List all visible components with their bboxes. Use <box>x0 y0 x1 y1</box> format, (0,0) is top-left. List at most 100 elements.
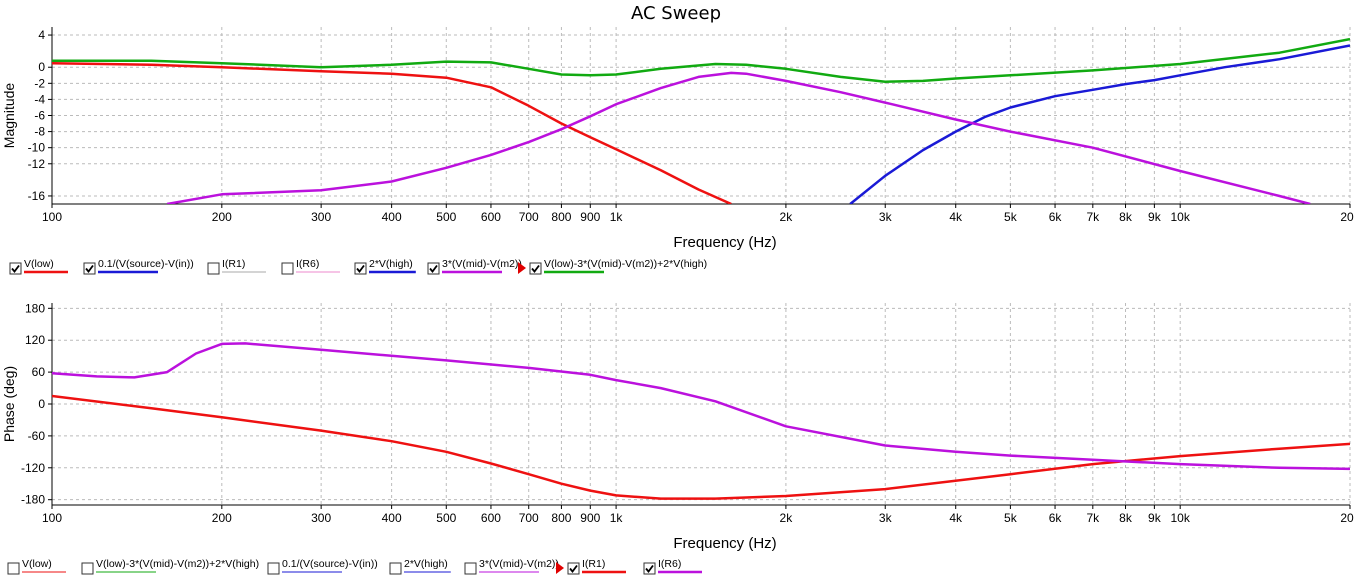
legend-item-0-1-v-source-v-in[interactable]: 0.1/(V(source)-V(in)) <box>267 558 378 575</box>
active-trace-marker-icon <box>518 262 526 274</box>
x-axis-label: Frequency (Hz) <box>673 535 776 552</box>
x-tick-label: 3k <box>879 210 893 224</box>
legend-checkbox[interactable] <box>643 562 656 575</box>
legend-label: 0.1/(V(source)-V(in)) <box>282 558 378 570</box>
x-tick-label: 4k <box>949 511 963 525</box>
legend-item-i-r1[interactable]: I(R1) <box>207 258 266 275</box>
legend-label: V(low) <box>22 558 52 570</box>
y-tick-label: -60 <box>28 429 46 443</box>
legend-label: I(R1) <box>582 558 605 570</box>
legend-checkbox[interactable] <box>7 562 20 575</box>
legend-label: 3*(V(mid)-V(m2)) <box>479 558 559 570</box>
x-tick-label: 600 <box>481 511 501 525</box>
x-tick-label: 10k <box>1171 511 1191 525</box>
legend-label: 2*V(high) <box>369 258 413 270</box>
checkmark-icon <box>356 264 365 273</box>
x-tick-label: 6k <box>1049 210 1063 224</box>
legend-item-2-v-high[interactable]: 2*V(high) <box>354 258 416 275</box>
legend-checkbox[interactable] <box>83 262 96 275</box>
series-line-v-low-3-v-mid-v-m2-2-v-high <box>52 37 1350 83</box>
x-tick-label: 8k <box>1119 210 1133 224</box>
legend-item-i-r6[interactable]: I(R6) <box>281 258 340 275</box>
x-tick-label: 300 <box>311 511 331 525</box>
legend-item-0-1-v-source-v-in[interactable]: 0.1/(V(source)-V(in)) <box>83 258 194 275</box>
x-tick-label: 10k <box>1171 210 1191 224</box>
legend-label: V(low) <box>24 258 54 270</box>
legend-checkbox[interactable] <box>281 262 294 275</box>
x-tick-label: 2k <box>780 210 794 224</box>
x-axis-label: Frequency (Hz) <box>673 234 776 251</box>
y-tick-label: -2 <box>34 76 45 90</box>
x-tick-label: 5k <box>1004 511 1018 525</box>
checkmark-icon <box>11 264 20 273</box>
legend-item-v-low[interactable]: V(low) <box>9 258 68 275</box>
legend-checkbox[interactable] <box>427 262 440 275</box>
legend-item-v-low-3-v-mid-v-m2-2-v-high[interactable]: V(low)-3*(V(mid)-V(m2))+2*V(high) <box>518 258 707 275</box>
chart-title: AC Sweep <box>631 3 721 24</box>
x-tick-label: 20k <box>1340 511 1354 525</box>
x-tick-label: 700 <box>519 210 539 224</box>
x-tick-label: 500 <box>436 210 456 224</box>
legend-checkbox[interactable] <box>207 262 220 275</box>
x-tick-label: 7k <box>1086 511 1100 525</box>
series-line-i-r6 <box>52 342 1350 471</box>
checkmark-icon <box>531 264 540 273</box>
legend-label: 0.1/(V(source)-V(in)) <box>98 258 194 270</box>
x-tick-label: 200 <box>212 511 232 525</box>
x-tick-label: 100 <box>42 511 62 525</box>
legend-item-3-v-mid-v-m2[interactable]: 3*(V(mid)-V(m2)) <box>427 258 522 275</box>
series-line-3-v-mid-v-m2 <box>166 71 1311 204</box>
x-tick-label: 400 <box>382 511 402 525</box>
legend-label: V(low)-3*(V(mid)-V(m2))+2*V(high) <box>96 558 259 570</box>
x-tick-label: 100 <box>42 210 62 224</box>
series-line-0-1-v-source-v-in <box>849 44 1350 204</box>
y-tick-label: 60 <box>32 365 46 379</box>
y-tick-label: -120 <box>21 461 45 475</box>
legend-checkbox[interactable] <box>464 562 477 575</box>
x-tick-label: 1k <box>610 210 624 224</box>
phase-panel: 100 200 300 400 500 600 700 800 900 1k 2k 3k 4k 5k 6k 7… <box>1 301 1354 575</box>
legend-item-i-r6[interactable]: I(R6) <box>643 558 702 575</box>
x-tick-label: 300 <box>311 210 331 224</box>
x-tick-label: 3k <box>879 511 893 525</box>
legend-checkbox[interactable] <box>354 262 367 275</box>
legend: V(low) 0.1/(V(source)-V(in)) I(R1) I(R6) 2*V… <box>9 258 707 275</box>
y-tick-label: 0 <box>38 60 45 74</box>
legend-item-v-low-3-v-mid-v-m2-2-v-high[interactable]: V(low)-3*(V(mid)-V(m2))+2*V(high) <box>81 558 259 575</box>
x-tick-label: 200 <box>212 210 232 224</box>
legend-checkbox[interactable] <box>529 262 542 275</box>
x-tick-label: 6k <box>1049 511 1063 525</box>
legend-item-v-low[interactable]: V(low) <box>7 558 66 575</box>
legend-checkbox[interactable] <box>9 262 22 275</box>
x-tick-label: 8k <box>1119 511 1133 525</box>
x-tick-label: 1k <box>610 511 624 525</box>
legend-checkbox[interactable] <box>567 562 580 575</box>
legend-label: I(R6) <box>296 258 319 270</box>
grid-lines <box>48 27 1351 208</box>
x-tick-label: 9k <box>1148 511 1162 525</box>
legend-checkbox[interactable] <box>81 562 94 575</box>
legend-checkbox[interactable] <box>389 562 402 575</box>
legend-label: I(R6) <box>658 558 681 570</box>
checkmark-icon <box>85 264 94 273</box>
legend-item-i-r1[interactable]: I(R1) <box>556 558 626 575</box>
magnitude-panel: 100 200 300 400 500 600 700 800 900 1k 2k 3k 4k 5k 6k 7… <box>1 27 1354 275</box>
legend-item-3-v-mid-v-m2[interactable]: 3*(V(mid)-V(m2)) <box>464 558 559 575</box>
x-tick-label: 600 <box>481 210 501 224</box>
series-line-i-r1 <box>52 394 1350 500</box>
checkmark-icon <box>429 264 438 273</box>
x-tick-label: 500 <box>436 511 456 525</box>
y-axis-label: Magnitude <box>1 83 17 149</box>
y-tick-label: -6 <box>34 109 45 123</box>
y-tick-label: -8 <box>34 125 45 139</box>
y-tick-label: 0 <box>38 397 45 411</box>
x-tick-label: 900 <box>580 511 600 525</box>
x-tick-label: 7k <box>1086 210 1100 224</box>
legend-checkbox[interactable] <box>267 562 280 575</box>
legend-label: 3*(V(mid)-V(m2)) <box>442 258 522 270</box>
y-tick-label: -10 <box>28 141 46 155</box>
x-tick-label: 700 <box>519 511 539 525</box>
legend-label: I(R1) <box>222 258 245 270</box>
legend-item-2-v-high[interactable]: 2*V(high) <box>389 558 451 575</box>
